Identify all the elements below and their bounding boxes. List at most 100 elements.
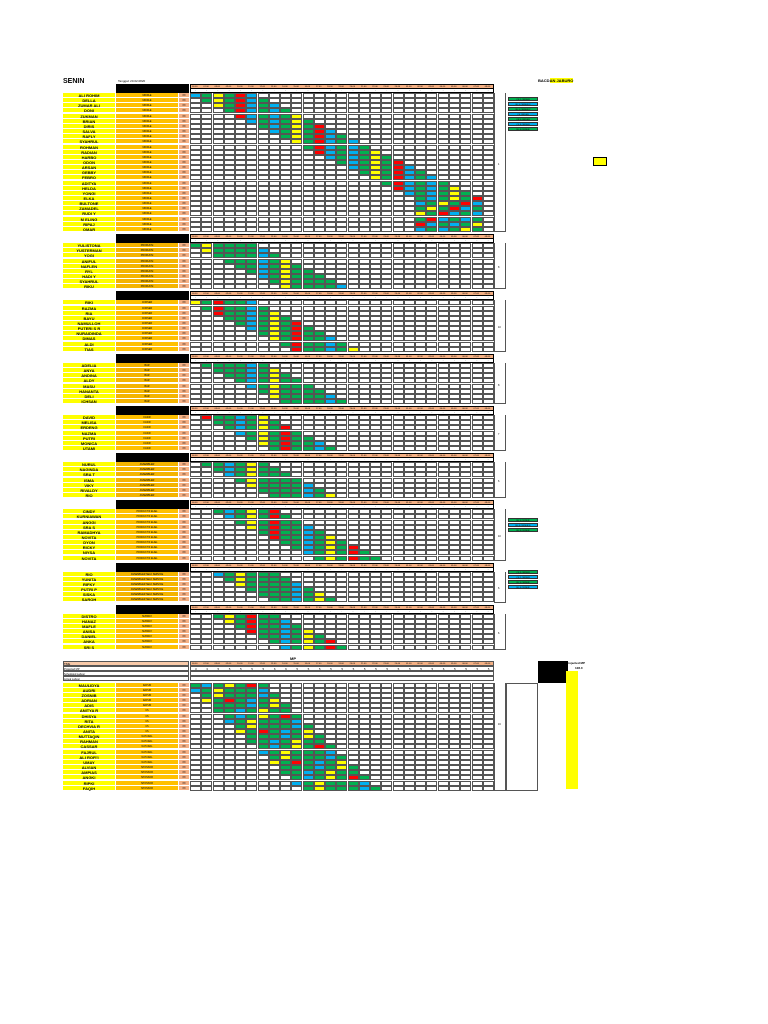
shift-cell[interactable] [381, 446, 393, 451]
shift-cell[interactable] [448, 284, 460, 290]
employee-name[interactable]: RIO [63, 493, 115, 499]
shift-cell[interactable] [246, 493, 258, 499]
shift-cell[interactable] [336, 555, 348, 561]
shift-cell[interactable] [347, 93, 359, 98]
shift-cell[interactable] [313, 446, 325, 451]
shift-cell[interactable] [336, 113, 348, 119]
shift-cell[interactable] [448, 644, 460, 650]
shift-cell[interactable] [190, 108, 201, 114]
shift-cell[interactable] [212, 226, 224, 232]
shift-cell[interactable] [415, 226, 427, 232]
shift-cell[interactable] [212, 123, 224, 129]
shift-cell[interactable] [313, 597, 325, 603]
shift-cell[interactable] [358, 493, 370, 499]
shift-cell[interactable] [280, 785, 292, 791]
shift-cell[interactable] [302, 226, 314, 232]
shift-cell[interactable] [347, 108, 359, 114]
shift-cell[interactable] [291, 118, 303, 124]
shift-cell[interactable] [347, 346, 359, 352]
shift-cell[interactable] [268, 123, 280, 129]
shift-cell[interactable] [201, 103, 213, 109]
shift-cell[interactable] [358, 446, 370, 451]
shift-cell[interactable] [325, 493, 337, 499]
shift-cell[interactable] [460, 597, 472, 603]
shift-cell[interactable] [347, 284, 359, 290]
shift-cell[interactable] [370, 123, 382, 129]
shift-cell[interactable] [358, 346, 370, 352]
shift-cell[interactable] [313, 555, 325, 561]
shift-cell[interactable] [482, 226, 494, 232]
shift-cell[interactable] [437, 785, 449, 791]
shift-cell[interactable] [403, 346, 415, 352]
shift-cell[interactable] [471, 123, 483, 129]
shift-cell[interactable] [313, 108, 325, 114]
shift-cell[interactable] [358, 98, 370, 104]
shift-cell[interactable] [471, 493, 483, 499]
shift-cell[interactable] [223, 785, 235, 791]
shift-cell[interactable] [190, 346, 201, 352]
shift-cell[interactable] [268, 226, 280, 232]
shift-cell[interactable] [302, 446, 314, 451]
shift-cell[interactable] [257, 555, 269, 561]
shift-cell[interactable] [426, 123, 438, 129]
shift-cell[interactable] [201, 118, 213, 124]
shift-cell[interactable] [302, 103, 314, 109]
shift-cell[interactable] [235, 98, 247, 104]
shift-cell[interactable] [426, 785, 438, 791]
shift-cell[interactable] [246, 284, 258, 290]
shift-cell[interactable] [190, 113, 201, 119]
shift-cell[interactable] [268, 446, 280, 451]
shift-cell[interactable] [460, 284, 472, 290]
shift-cell[interactable] [482, 118, 494, 124]
shift-cell[interactable] [268, 785, 280, 791]
shift-cell[interactable] [426, 555, 438, 561]
shift-cell[interactable] [325, 113, 337, 119]
shift-cell[interactable] [381, 93, 393, 98]
shift-cell[interactable] [201, 284, 213, 290]
shift-cell[interactable] [347, 555, 359, 561]
shift-cell[interactable] [358, 108, 370, 114]
shift-cell[interactable] [415, 108, 427, 114]
shift-cell[interactable] [370, 98, 382, 104]
shift-cell[interactable] [280, 118, 292, 124]
shift-cell[interactable] [482, 93, 494, 98]
shift-cell[interactable] [235, 555, 247, 561]
shift-cell[interactable] [471, 98, 483, 104]
shift-cell[interactable] [460, 398, 472, 404]
employee-name[interactable]: ICHSAN [63, 398, 115, 404]
shift-cell[interactable] [403, 113, 415, 119]
shift-cell[interactable] [336, 284, 348, 290]
shift-cell[interactable] [381, 123, 393, 129]
shift-cell[interactable] [370, 226, 382, 232]
shift-cell[interactable] [426, 346, 438, 352]
shift-cell[interactable] [280, 123, 292, 129]
shift-cell[interactable] [212, 103, 224, 109]
shift-cell[interactable] [381, 284, 393, 290]
shift-cell[interactable] [291, 123, 303, 129]
shift-cell[interactable] [257, 98, 269, 104]
shift-cell[interactable] [235, 113, 247, 119]
shift-cell[interactable] [280, 446, 292, 451]
shift-cell[interactable] [336, 446, 348, 451]
shift-cell[interactable] [302, 108, 314, 114]
shift-cell[interactable] [291, 597, 303, 603]
shift-cell[interactable] [381, 346, 393, 352]
shift-cell[interactable] [437, 644, 449, 650]
shift-cell[interactable] [325, 644, 337, 650]
shift-cell[interactable] [212, 284, 224, 290]
shift-cell[interactable] [268, 103, 280, 109]
shift-cell[interactable] [381, 597, 393, 603]
shift-cell[interactable] [246, 785, 258, 791]
shift-cell[interactable] [212, 785, 224, 791]
shift-cell[interactable] [347, 118, 359, 124]
shift-cell[interactable] [358, 118, 370, 124]
shift-cell[interactable] [212, 98, 224, 104]
shift-cell[interactable] [235, 118, 247, 124]
shift-cell[interactable] [403, 226, 415, 232]
shift-cell[interactable] [201, 493, 213, 499]
shift-cell[interactable] [302, 346, 314, 352]
shift-cell[interactable] [370, 113, 382, 119]
shift-cell[interactable] [268, 644, 280, 650]
shift-cell[interactable] [280, 98, 292, 104]
shift-cell[interactable] [268, 118, 280, 124]
